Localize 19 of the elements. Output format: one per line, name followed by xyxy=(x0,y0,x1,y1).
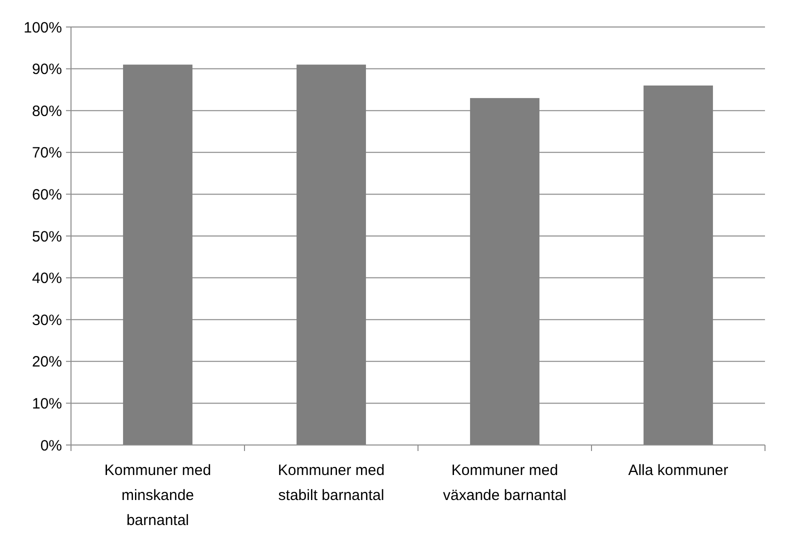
x-tick-label: Alla kommuner xyxy=(628,462,728,479)
x-tick-label: Kommuner med minskande barnantal xyxy=(104,462,212,529)
x-tick-label: Kommuner med växande barnantal xyxy=(443,462,566,504)
bar xyxy=(470,98,540,445)
y-tick-label: 40% xyxy=(32,270,62,288)
y-tick-label: 0% xyxy=(40,437,62,454)
y-tick-label: 60% xyxy=(32,186,62,204)
y-tick-label: 50% xyxy=(32,228,62,246)
y-tick-label: 20% xyxy=(32,354,62,371)
y-tick-label: 100% xyxy=(24,19,62,36)
y-tick-label: 90% xyxy=(32,61,62,78)
y-tick-label: 70% xyxy=(32,144,62,162)
x-tick-label: Kommuner med stabilt barnantal xyxy=(278,462,385,504)
y-tick-label: 80% xyxy=(32,102,62,120)
bar xyxy=(296,64,366,445)
y-tick-label: 10% xyxy=(32,395,62,412)
bar xyxy=(644,86,713,445)
y-tick-label: 30% xyxy=(32,312,62,329)
bar xyxy=(123,64,192,445)
